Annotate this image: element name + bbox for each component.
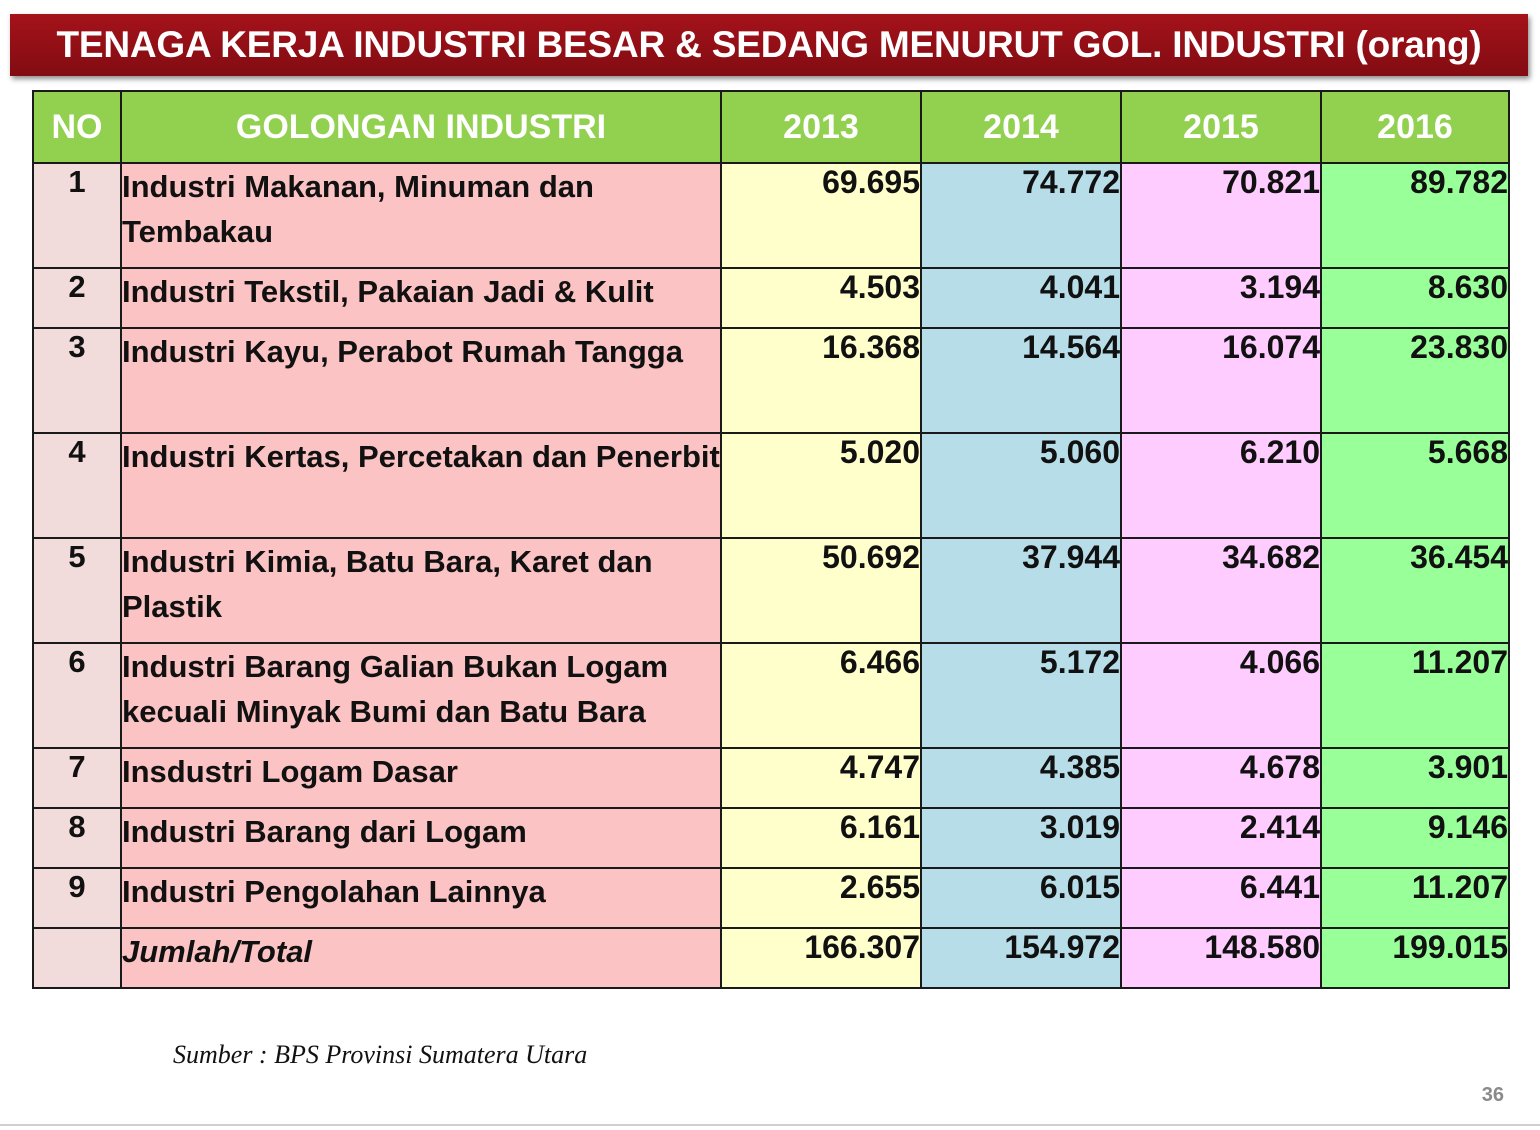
- value-2015: 34.682: [1120, 537, 1322, 644]
- value-2013: 5.020: [720, 432, 922, 539]
- row-number: 7: [32, 747, 122, 809]
- value-2013: 69.695: [720, 162, 922, 269]
- row-number: 6: [32, 642, 122, 749]
- header-2014: 2014: [920, 90, 1122, 164]
- table-row: 8 Industri Barang dari Logam 6.161 3.019…: [32, 807, 1510, 869]
- total-2016: 199.015: [1320, 927, 1510, 989]
- value-2014: 4.385: [920, 747, 1122, 809]
- row-number: 3: [32, 327, 122, 434]
- page-number: 36: [1481, 1084, 1504, 1106]
- header-no: NO: [32, 90, 122, 164]
- value-2013: 4.503: [720, 267, 922, 329]
- value-2014: 4.041: [920, 267, 1122, 329]
- value-2015: 6.210: [1120, 432, 1322, 539]
- header-2013: 2013: [720, 90, 922, 164]
- industry-name: Industri Kertas, Percetakan dan Penerbit: [120, 432, 722, 539]
- value-2015: 70.821: [1120, 162, 1322, 269]
- value-2015: 3.194: [1120, 267, 1322, 329]
- total-row: Jumlah/Total 166.307 154.972 148.580 199…: [32, 927, 1510, 989]
- value-2016: 89.782: [1320, 162, 1510, 269]
- total-2013: 166.307: [720, 927, 922, 989]
- table-row: 7 Insdustri Logam Dasar 4.747 4.385 4.67…: [32, 747, 1510, 809]
- value-2014: 6.015: [920, 867, 1122, 929]
- total-label: Jumlah/Total: [120, 927, 722, 989]
- row-number: 1: [32, 162, 122, 269]
- industry-name: Industri Kimia, Batu Bara, Karet dan Pla…: [120, 537, 722, 644]
- total-row-number: [32, 927, 122, 989]
- value-2014: 3.019: [920, 807, 1122, 869]
- header-2015: 2015: [1120, 90, 1322, 164]
- industry-name: Insdustri Logam Dasar: [120, 747, 722, 809]
- industry-name: Industri Makanan, Minuman dan Tembakau: [120, 162, 722, 269]
- employment-table: NO GOLONGAN INDUSTRI 2013 2014 2015 2016…: [32, 90, 1510, 989]
- table-header-row: NO GOLONGAN INDUSTRI 2013 2014 2015 2016: [32, 90, 1510, 164]
- slide-title: TENAGA KERJA INDUSTRI BESAR & SEDANG MEN…: [10, 14, 1528, 76]
- value-2016: 11.207: [1320, 867, 1510, 929]
- total-2015: 148.580: [1120, 927, 1322, 989]
- bottom-divider: [0, 1124, 1540, 1126]
- header-golongan-industri: GOLONGAN INDUSTRI: [120, 90, 722, 164]
- value-2015: 4.066: [1120, 642, 1322, 749]
- value-2016: 3.901: [1320, 747, 1510, 809]
- value-2015: 6.441: [1120, 867, 1322, 929]
- value-2013: 6.466: [720, 642, 922, 749]
- value-2015: 16.074: [1120, 327, 1322, 434]
- value-2016: 9.146: [1320, 807, 1510, 869]
- value-2014: 5.172: [920, 642, 1122, 749]
- table-row: 1 Industri Makanan, Minuman dan Tembakau…: [32, 162, 1510, 269]
- table-row: 5 Industri Kimia, Batu Bara, Karet dan P…: [32, 537, 1510, 644]
- industry-name: Industri Barang Galian Bukan Logam kecua…: [120, 642, 722, 749]
- table-row: 6 Industri Barang Galian Bukan Logam kec…: [32, 642, 1510, 749]
- value-2014: 5.060: [920, 432, 1122, 539]
- value-2015: 2.414: [1120, 807, 1322, 869]
- value-2013: 50.692: [720, 537, 922, 644]
- value-2013: 6.161: [720, 807, 922, 869]
- value-2014: 37.944: [920, 537, 1122, 644]
- table-row: 3 Industri Kayu, Perabot Rumah Tangga 16…: [32, 327, 1510, 434]
- value-2016: 5.668: [1320, 432, 1510, 539]
- row-number: 9: [32, 867, 122, 929]
- value-2014: 74.772: [920, 162, 1122, 269]
- table-row: 2 Industri Tekstil, Pakaian Jadi & Kulit…: [32, 267, 1510, 329]
- value-2013: 2.655: [720, 867, 922, 929]
- value-2015: 4.678: [1120, 747, 1322, 809]
- industry-name: Industri Pengolahan Lainnya: [120, 867, 722, 929]
- row-number: 2: [32, 267, 122, 329]
- value-2016: 8.630: [1320, 267, 1510, 329]
- table-row: 4 Industri Kertas, Percetakan dan Penerb…: [32, 432, 1510, 539]
- industry-name: Industri Kayu, Perabot Rumah Tangga: [120, 327, 722, 434]
- row-number: 8: [32, 807, 122, 869]
- header-2016: 2016: [1320, 90, 1510, 164]
- industry-name: Industri Tekstil, Pakaian Jadi & Kulit: [120, 267, 722, 329]
- value-2016: 11.207: [1320, 642, 1510, 749]
- value-2013: 4.747: [720, 747, 922, 809]
- row-number: 4: [32, 432, 122, 539]
- total-2014: 154.972: [920, 927, 1122, 989]
- row-number: 5: [32, 537, 122, 644]
- table-row: 9 Industri Pengolahan Lainnya 2.655 6.01…: [32, 867, 1510, 929]
- value-2013: 16.368: [720, 327, 922, 434]
- value-2016: 36.454: [1320, 537, 1510, 644]
- value-2014: 14.564: [920, 327, 1122, 434]
- source-note: Sumber : BPS Provinsi Sumatera Utara: [173, 1040, 588, 1069]
- industry-name: Industri Barang dari Logam: [120, 807, 722, 869]
- value-2016: 23.830: [1320, 327, 1510, 434]
